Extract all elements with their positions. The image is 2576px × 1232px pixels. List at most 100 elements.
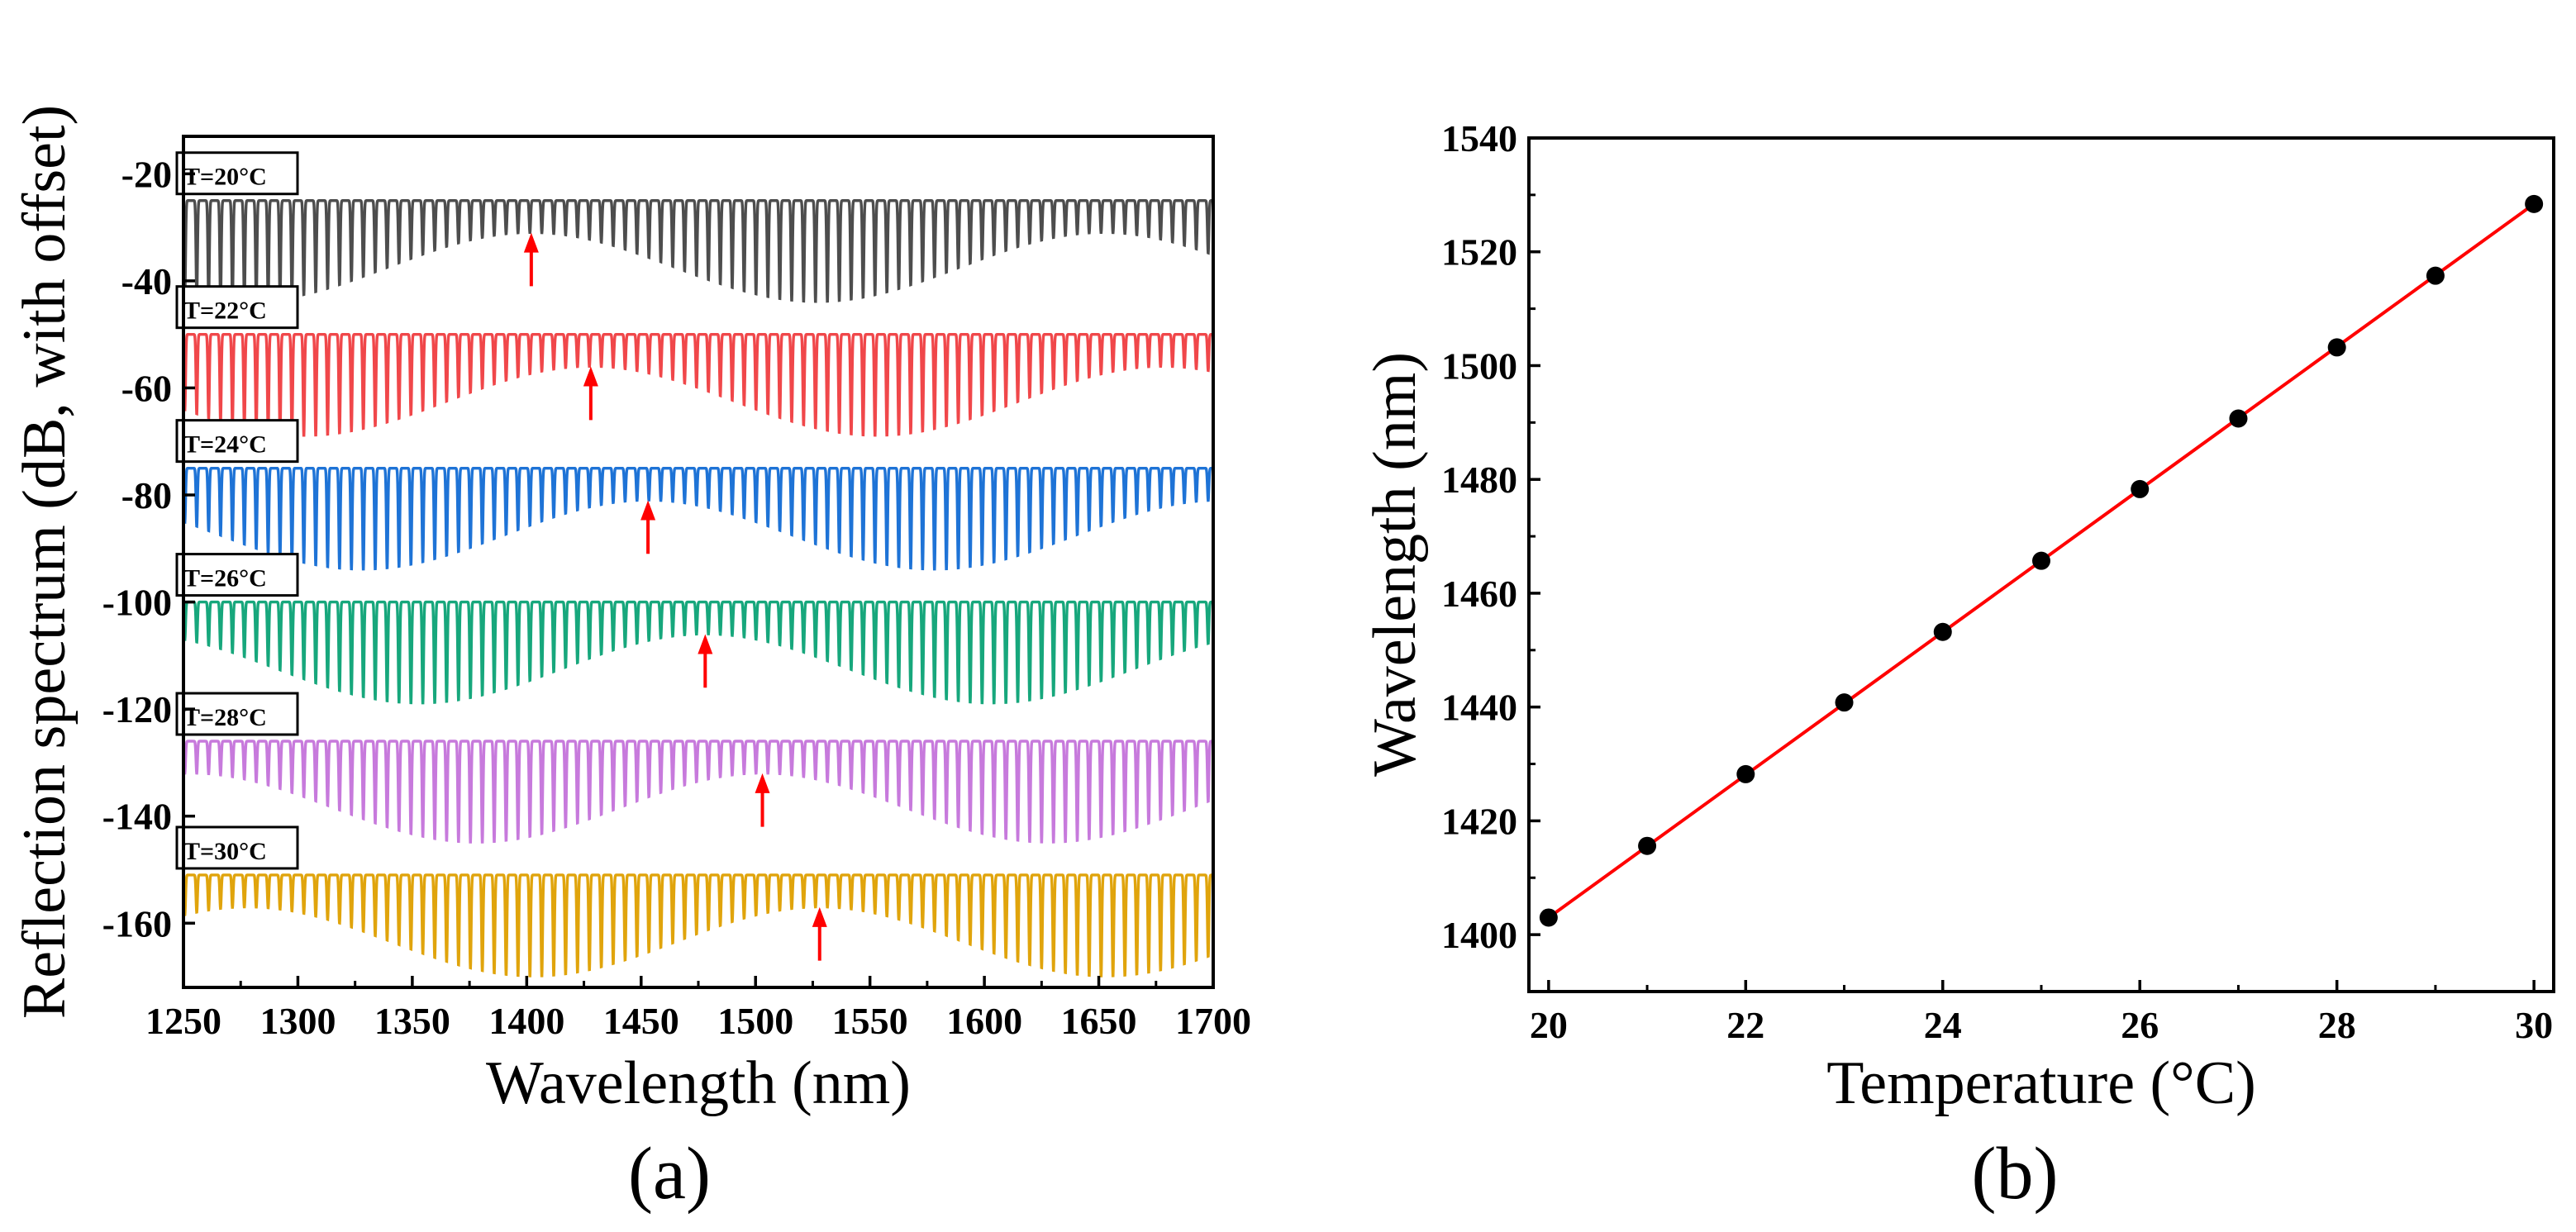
x-tick: 20 bbox=[1530, 980, 1568, 1046]
x-tick: 1500 bbox=[717, 976, 793, 1042]
y-tick: 1500 bbox=[1441, 345, 1540, 387]
peak-arrow-t30 bbox=[812, 906, 827, 961]
series-line-t30 bbox=[183, 873, 1213, 978]
x-tick: 1300 bbox=[260, 976, 336, 1042]
series-label-t30: T=30°C bbox=[175, 825, 299, 870]
x-tick: 24 bbox=[1924, 980, 1962, 1046]
series-label-text: T=22°C bbox=[183, 297, 267, 325]
y-tick: -40 bbox=[121, 260, 195, 302]
svg-text:30: 30 bbox=[2515, 1004, 2553, 1046]
panel-a-x-ticks: 1250 1300 1350 1400 1450 1500 1550 1600 1650 1700 bbox=[145, 976, 1251, 1042]
svg-text:1250: 1250 bbox=[145, 1000, 221, 1042]
svg-text:1600: 1600 bbox=[946, 1000, 1022, 1042]
panel-b-y-axis-label: Wavelength (nm) bbox=[1361, 352, 1429, 777]
y-tick: -140 bbox=[102, 796, 195, 838]
series-label-t20: T=20°C bbox=[175, 151, 299, 196]
y-tick: -80 bbox=[121, 474, 195, 516]
svg-text:26: 26 bbox=[2121, 1004, 2159, 1046]
peak-arrow-t24 bbox=[640, 500, 656, 554]
x-tick: 28 bbox=[2318, 980, 2356, 1046]
panel-b-x-axis-label: Temperature (°C) bbox=[1826, 1049, 2256, 1117]
svg-text:1500: 1500 bbox=[717, 1000, 793, 1042]
panel-b-panel-label: (b) bbox=[1972, 1133, 2059, 1215]
y-tick: 1400 bbox=[1441, 914, 1540, 956]
data-point bbox=[2032, 551, 2050, 570]
svg-text:24: 24 bbox=[1924, 1004, 1962, 1046]
series-label-text: T=26°C bbox=[183, 565, 267, 592]
data-point bbox=[1835, 693, 1854, 712]
series-label-text: T=24°C bbox=[183, 431, 267, 459]
panel-a-series-group bbox=[183, 199, 1213, 978]
series-label-text: T=28°C bbox=[183, 704, 267, 731]
svg-text:1480: 1480 bbox=[1441, 459, 1517, 501]
x-tick: 1450 bbox=[603, 976, 679, 1042]
svg-text:1550: 1550 bbox=[832, 1000, 908, 1042]
x-tick: 1550 bbox=[832, 976, 908, 1042]
x-tick: 1600 bbox=[946, 976, 1022, 1042]
data-point bbox=[2131, 479, 2150, 498]
panel-b: 20 22 24 26 28 30 1400 1420 1440 1460 1480 1500 152… bbox=[1361, 117, 2555, 1215]
svg-text:-140: -140 bbox=[102, 796, 172, 838]
svg-text:1450: 1450 bbox=[603, 1000, 679, 1042]
x-tick: 22 bbox=[1726, 980, 1764, 1046]
svg-text:-60: -60 bbox=[121, 367, 172, 409]
panel-a: T=20°C T=22°C T=24°C T=26°C T=28°C T=30°C 125… bbox=[11, 105, 1251, 1215]
x-tick: 26 bbox=[2121, 980, 2159, 1046]
panel-a-y-ticks: -20 -40 -60 -80 -100 -120 -140 -160 bbox=[102, 153, 195, 944]
data-point bbox=[2525, 194, 2544, 213]
data-point bbox=[2229, 409, 2248, 428]
svg-text:1520: 1520 bbox=[1441, 231, 1517, 274]
svg-text:-80: -80 bbox=[121, 474, 172, 516]
svg-text:1650: 1650 bbox=[1061, 1000, 1137, 1042]
x-tick: 1250 bbox=[145, 976, 221, 1042]
svg-text:1400: 1400 bbox=[1441, 914, 1517, 956]
svg-text:1420: 1420 bbox=[1441, 800, 1517, 842]
series-line-t26 bbox=[183, 600, 1213, 705]
y-tick: 1520 bbox=[1441, 231, 1540, 274]
x-tick: 1650 bbox=[1061, 976, 1137, 1042]
data-point bbox=[2327, 338, 2346, 357]
series-label-text: T=20°C bbox=[183, 164, 267, 191]
panel-a-x-axis-label: Wavelength (nm) bbox=[486, 1049, 911, 1117]
svg-text:1460: 1460 bbox=[1441, 573, 1517, 615]
series-label-text: T=30°C bbox=[183, 838, 267, 865]
panel-b-x-ticks: 20 22 24 26 28 30 bbox=[1530, 980, 2553, 1046]
svg-text:-40: -40 bbox=[121, 260, 172, 302]
svg-text:1500: 1500 bbox=[1441, 345, 1517, 387]
y-tick: -120 bbox=[102, 688, 195, 730]
svg-text:1350: 1350 bbox=[374, 1000, 450, 1042]
y-tick: 1420 bbox=[1441, 800, 1540, 842]
svg-text:1300: 1300 bbox=[260, 1000, 336, 1042]
y-tick: -60 bbox=[121, 367, 195, 409]
svg-text:1400: 1400 bbox=[488, 1000, 564, 1042]
series-line-t24 bbox=[183, 466, 1213, 571]
y-tick: 1440 bbox=[1441, 687, 1540, 729]
svg-text:-20: -20 bbox=[121, 153, 172, 195]
peak-arrow-t28 bbox=[755, 773, 770, 827]
peak-arrow-t20 bbox=[523, 232, 539, 287]
data-point bbox=[1539, 908, 1558, 927]
panel-b-points-group bbox=[1539, 194, 2544, 927]
panel-a-series-labels: T=20°C T=22°C T=24°C T=26°C T=28°C T=30°C bbox=[175, 151, 299, 870]
series-line-t20 bbox=[183, 199, 1213, 303]
panel-a-y-axis-label: Reflection spectrum (dB, with offset) bbox=[11, 105, 79, 1019]
x-tick: 1700 bbox=[1175, 976, 1251, 1042]
panel-a-arrows-group bbox=[523, 232, 827, 961]
svg-text:1700: 1700 bbox=[1175, 1000, 1251, 1042]
data-point bbox=[1736, 764, 1755, 783]
series-line-t28 bbox=[183, 740, 1213, 844]
panel-b-y-ticks: 1400 1420 1440 1460 1480 1500 1520 1540 bbox=[1441, 117, 1540, 956]
y-tick: -20 bbox=[121, 153, 195, 195]
svg-text:28: 28 bbox=[2318, 1004, 2356, 1046]
svg-text:1440: 1440 bbox=[1441, 687, 1517, 729]
svg-text:-120: -120 bbox=[102, 688, 172, 730]
svg-text:-160: -160 bbox=[102, 902, 172, 944]
data-point bbox=[1933, 622, 1952, 641]
x-tick: 1400 bbox=[488, 976, 564, 1042]
x-tick: 30 bbox=[2515, 980, 2553, 1046]
y-tick: 1540 bbox=[1441, 117, 1540, 159]
series-label-t26: T=26°C bbox=[175, 553, 299, 597]
svg-text:22: 22 bbox=[1726, 1004, 1764, 1046]
y-tick: 1480 bbox=[1441, 459, 1540, 501]
